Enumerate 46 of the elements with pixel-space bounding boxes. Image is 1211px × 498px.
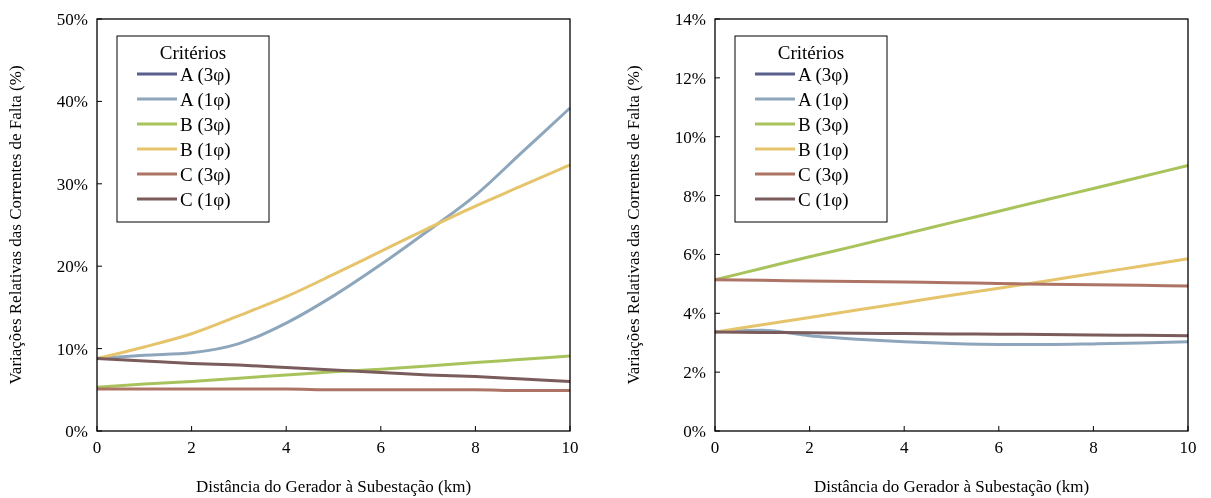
x-axis-title: Distância do Gerador à Subestação (km) — [195, 477, 472, 496]
y-tick-label: 12% — [674, 68, 706, 88]
y-tick-label: 2% — [683, 363, 706, 383]
legend-label: B (3φ) — [798, 114, 849, 136]
line-series — [713, 257, 1190, 334]
y-tick-label: 14% — [674, 10, 706, 29]
x-tick-label: 6 — [994, 438, 1004, 457]
legend-label: C (1φ) — [798, 189, 849, 211]
line-series — [713, 278, 1190, 288]
y-tick-label: 4% — [683, 304, 706, 324]
x-tick-label: 10 — [1179, 438, 1197, 457]
legend-title: Critérios — [777, 42, 845, 63]
y-tick-label: 10% — [674, 127, 706, 147]
x-tick-label: 8 — [471, 438, 480, 457]
y-axis-title: Variações Relativas das Correntes de Falta (%) — [6, 65, 25, 385]
y-tick-label: 0% — [65, 422, 88, 441]
legend-title: Critérios — [159, 42, 227, 63]
x-tick-label: 0 — [92, 438, 102, 457]
y-tick-label: 50% — [56, 10, 88, 29]
legend-label: B (3φ) — [180, 114, 231, 136]
y-tick-label: 40% — [56, 92, 88, 112]
legend-label: A (1φ) — [180, 89, 231, 111]
y-tick-label: 8% — [683, 186, 706, 206]
legend-label: A (3φ) — [180, 64, 231, 86]
x-tick-label: 2 — [805, 438, 814, 457]
legend-label: A (3φ) — [798, 64, 849, 86]
x-tick-label: 4 — [899, 438, 909, 457]
legend-label: C (3φ) — [798, 164, 849, 186]
x-tick-label: 6 — [376, 438, 386, 457]
x-tick-label: 8 — [1089, 438, 1098, 457]
x-tick-label: 0 — [710, 438, 720, 457]
legend-label: B (1φ) — [798, 139, 849, 161]
y-tick-label: 0% — [683, 422, 706, 441]
legend-label: C (3φ) — [180, 164, 231, 186]
y-axis-title: Variações Relativas das Correntes de Falta (%) — [624, 65, 643, 385]
y-tick-label: 20% — [56, 257, 88, 277]
y-tick-label: 30% — [56, 174, 88, 194]
y-tick-label: 6% — [683, 245, 706, 265]
legend-label: C (1φ) — [180, 189, 231, 211]
legend-label: A (1φ) — [798, 89, 849, 111]
x-tick-label: 10 — [561, 438, 579, 457]
x-axis-title: Distância do Gerador à Subestação (km) — [813, 477, 1090, 496]
y-tick-label: 10% — [56, 339, 88, 359]
legend-label: B (1φ) — [180, 139, 231, 161]
x-tick-label: 4 — [281, 438, 291, 457]
x-tick-label: 2 — [187, 438, 196, 457]
